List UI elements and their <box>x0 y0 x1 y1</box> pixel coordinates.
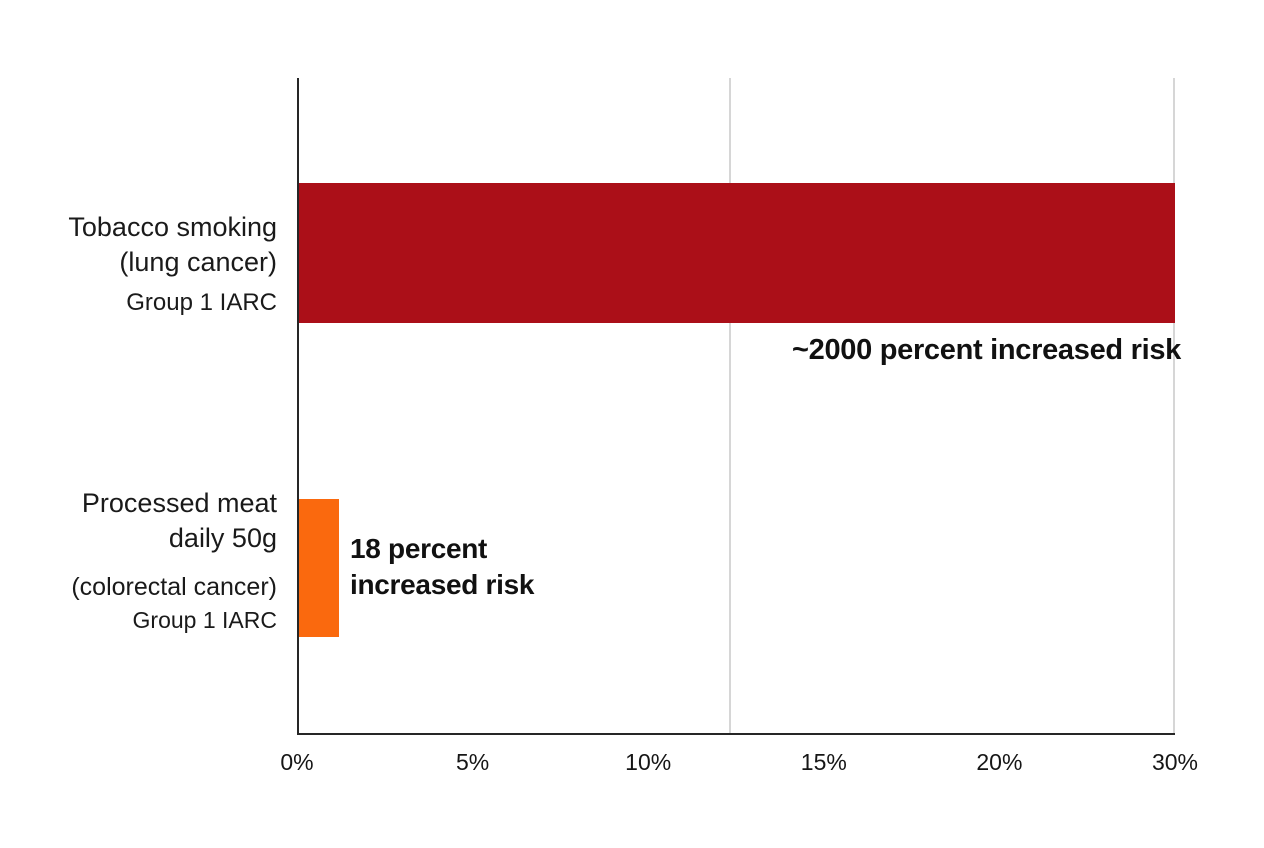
category-label-line: Processed meat <box>81 488 277 518</box>
gridline-vertical-mid <box>729 78 732 733</box>
category-label-line: daily 50g <box>168 523 277 553</box>
x-tick-label-0: 0% <box>280 749 314 775</box>
x-tick-label-10: 10% <box>625 749 672 775</box>
gridline-vertical-right-edge <box>1173 78 1175 733</box>
x-tick-label-15: 15% <box>800 749 847 775</box>
annotation-processed-meat-risk: 18 percent increased risk <box>350 531 534 603</box>
plot-area: ~2000 percent increased risk 18 percent … <box>297 78 1181 735</box>
x-tick-label-30: 30% <box>1151 749 1199 775</box>
x-tick-label-5: 5% <box>455 749 490 775</box>
x-tick-label-20: 20% <box>976 749 1023 775</box>
category-label-subline: Group 1 IARC <box>132 607 277 633</box>
annotation-tobacco-risk: ~2000 percent increased risk <box>792 334 1181 366</box>
annotation-line: increased risk <box>350 569 535 600</box>
category-label-subline: (colorectal cancer) <box>71 573 277 601</box>
category-label-processed-meat: Processed meat daily 50g (colorectal can… <box>71 486 277 637</box>
category-label-tobacco: Tobacco smoking (lung cancer) Group 1 IA… <box>68 210 277 319</box>
x-axis: 0% 5% 10% 15% 20% 30% <box>280 749 1198 781</box>
bar-processed-meat <box>299 499 339 637</box>
category-label-line: Tobacco smoking <box>68 212 277 242</box>
category-label-line: (lung cancer) <box>119 247 277 277</box>
category-label-subline: Group 1 IARC <box>126 289 277 316</box>
bar-tobacco-smoking <box>299 183 1175 323</box>
annotation-line: 18 percent <box>350 533 488 564</box>
